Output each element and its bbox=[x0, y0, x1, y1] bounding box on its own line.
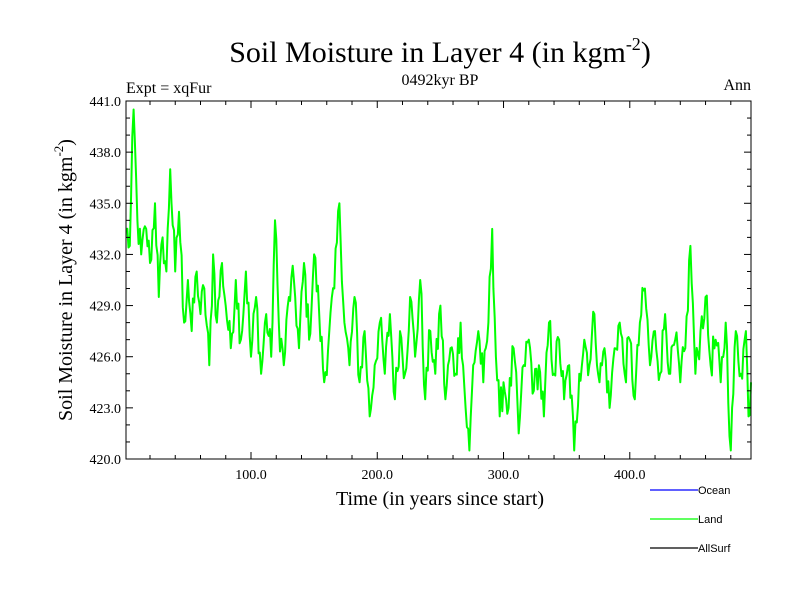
legend-label-allsurf: AllSurf bbox=[698, 543, 731, 555]
experiment-label: Expt = xqFur bbox=[126, 80, 212, 97]
period-label: 0492kyr BP bbox=[402, 72, 479, 89]
plot-frame bbox=[125, 100, 752, 460]
legend-label-ocean: Ocean bbox=[698, 485, 730, 497]
chart-title: Soil Moisture in Layer 4 (in kgm-2) bbox=[229, 34, 651, 69]
series-line-land bbox=[125, 108, 752, 452]
y-tick-label: 441.0 bbox=[90, 95, 122, 110]
legend-label-land: Land bbox=[698, 514, 722, 526]
season-label: Ann bbox=[723, 77, 751, 94]
series-layer bbox=[125, 108, 752, 452]
x-tick-label: 100.0 bbox=[235, 468, 267, 483]
legend: Ocean Land AllSurf bbox=[650, 485, 731, 555]
x-tick-label: 200.0 bbox=[362, 468, 394, 483]
y-tick-label: 438.0 bbox=[90, 146, 122, 161]
y-tick-label: 435.0 bbox=[90, 197, 122, 212]
y-tick-label: 426.0 bbox=[90, 351, 122, 366]
x-axis-label: Time (in years since start) bbox=[336, 488, 544, 510]
x-tick-label: 400.0 bbox=[614, 468, 646, 483]
y-tick-label: 432.0 bbox=[90, 248, 122, 263]
ticks-layer: 420.0 423.0 426.0 429.0 432.0 435.0 438.0 441.0… bbox=[90, 95, 751, 483]
x-tick-label: 300.0 bbox=[488, 468, 520, 483]
y-tick-label: 429.0 bbox=[90, 300, 122, 315]
y-tick-label: 423.0 bbox=[90, 402, 122, 417]
y-axis-label: Soil Moisture in Layer 4 (in kgm-2) bbox=[51, 139, 77, 421]
y-tick-label: 420.0 bbox=[90, 453, 122, 468]
